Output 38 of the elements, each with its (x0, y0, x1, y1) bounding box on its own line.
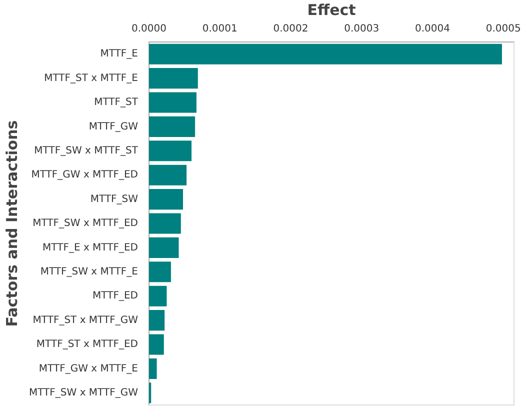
y-tick-label: MTTF_SW x MTTF_ST (34, 145, 139, 156)
bar (148, 310, 165, 331)
x-tick-label: 0.0001 (202, 24, 238, 35)
x-tick-label: 0.0002 (273, 24, 308, 35)
x-axis-title: Effect (307, 0, 356, 19)
y-tick-label: MTTF_GW x MTTF_ED (31, 170, 138, 181)
bar (148, 189, 184, 210)
bar (148, 92, 196, 113)
y-tick-label: MTTF_E (100, 48, 138, 60)
bar (148, 286, 167, 306)
y-tick-label: MTTF_ED (92, 290, 138, 302)
bar (148, 140, 192, 162)
y-tick-label: MTTF_ST x MTTF_GW (32, 314, 138, 326)
x-tick-label: 0.0000 (131, 24, 166, 35)
x-tick-label: 0.0003 (344, 24, 380, 35)
bar (148, 237, 179, 258)
y-tick-label: MTTF_E x MTTF_ED (42, 242, 138, 254)
y-axis-title: Factors and Interactions (2, 120, 21, 327)
bar (148, 116, 196, 137)
bar (148, 382, 152, 404)
y-tick-label: MTTF_SW x MTTF_E (40, 266, 138, 278)
bar (148, 334, 164, 355)
y-tick-label: MTTF_GW (88, 121, 138, 132)
bar (148, 44, 502, 64)
bar (148, 213, 181, 234)
y-tick-label: MTTF_SW x MTTF_ED (32, 218, 138, 230)
y-tick-label: MTTF_SW x MTTF_GW (28, 387, 138, 398)
y-tick-label: MTTF_GW x MTTF_E (38, 363, 138, 374)
y-tick-label: MTTF_ST (94, 97, 139, 108)
bar (148, 262, 171, 282)
y-tick-label: MTTF_ST x MTTF_ED (36, 339, 138, 350)
x-tick-label: 0.0005 (486, 24, 521, 35)
x-tick-label: 0.0004 (415, 24, 450, 35)
bar (148, 164, 187, 186)
y-tick-label: MTTF_SW (90, 194, 138, 205)
y-tick-label: MTTF_ST x MTTF_E (44, 72, 138, 84)
bar (148, 358, 157, 379)
bar (148, 68, 198, 89)
